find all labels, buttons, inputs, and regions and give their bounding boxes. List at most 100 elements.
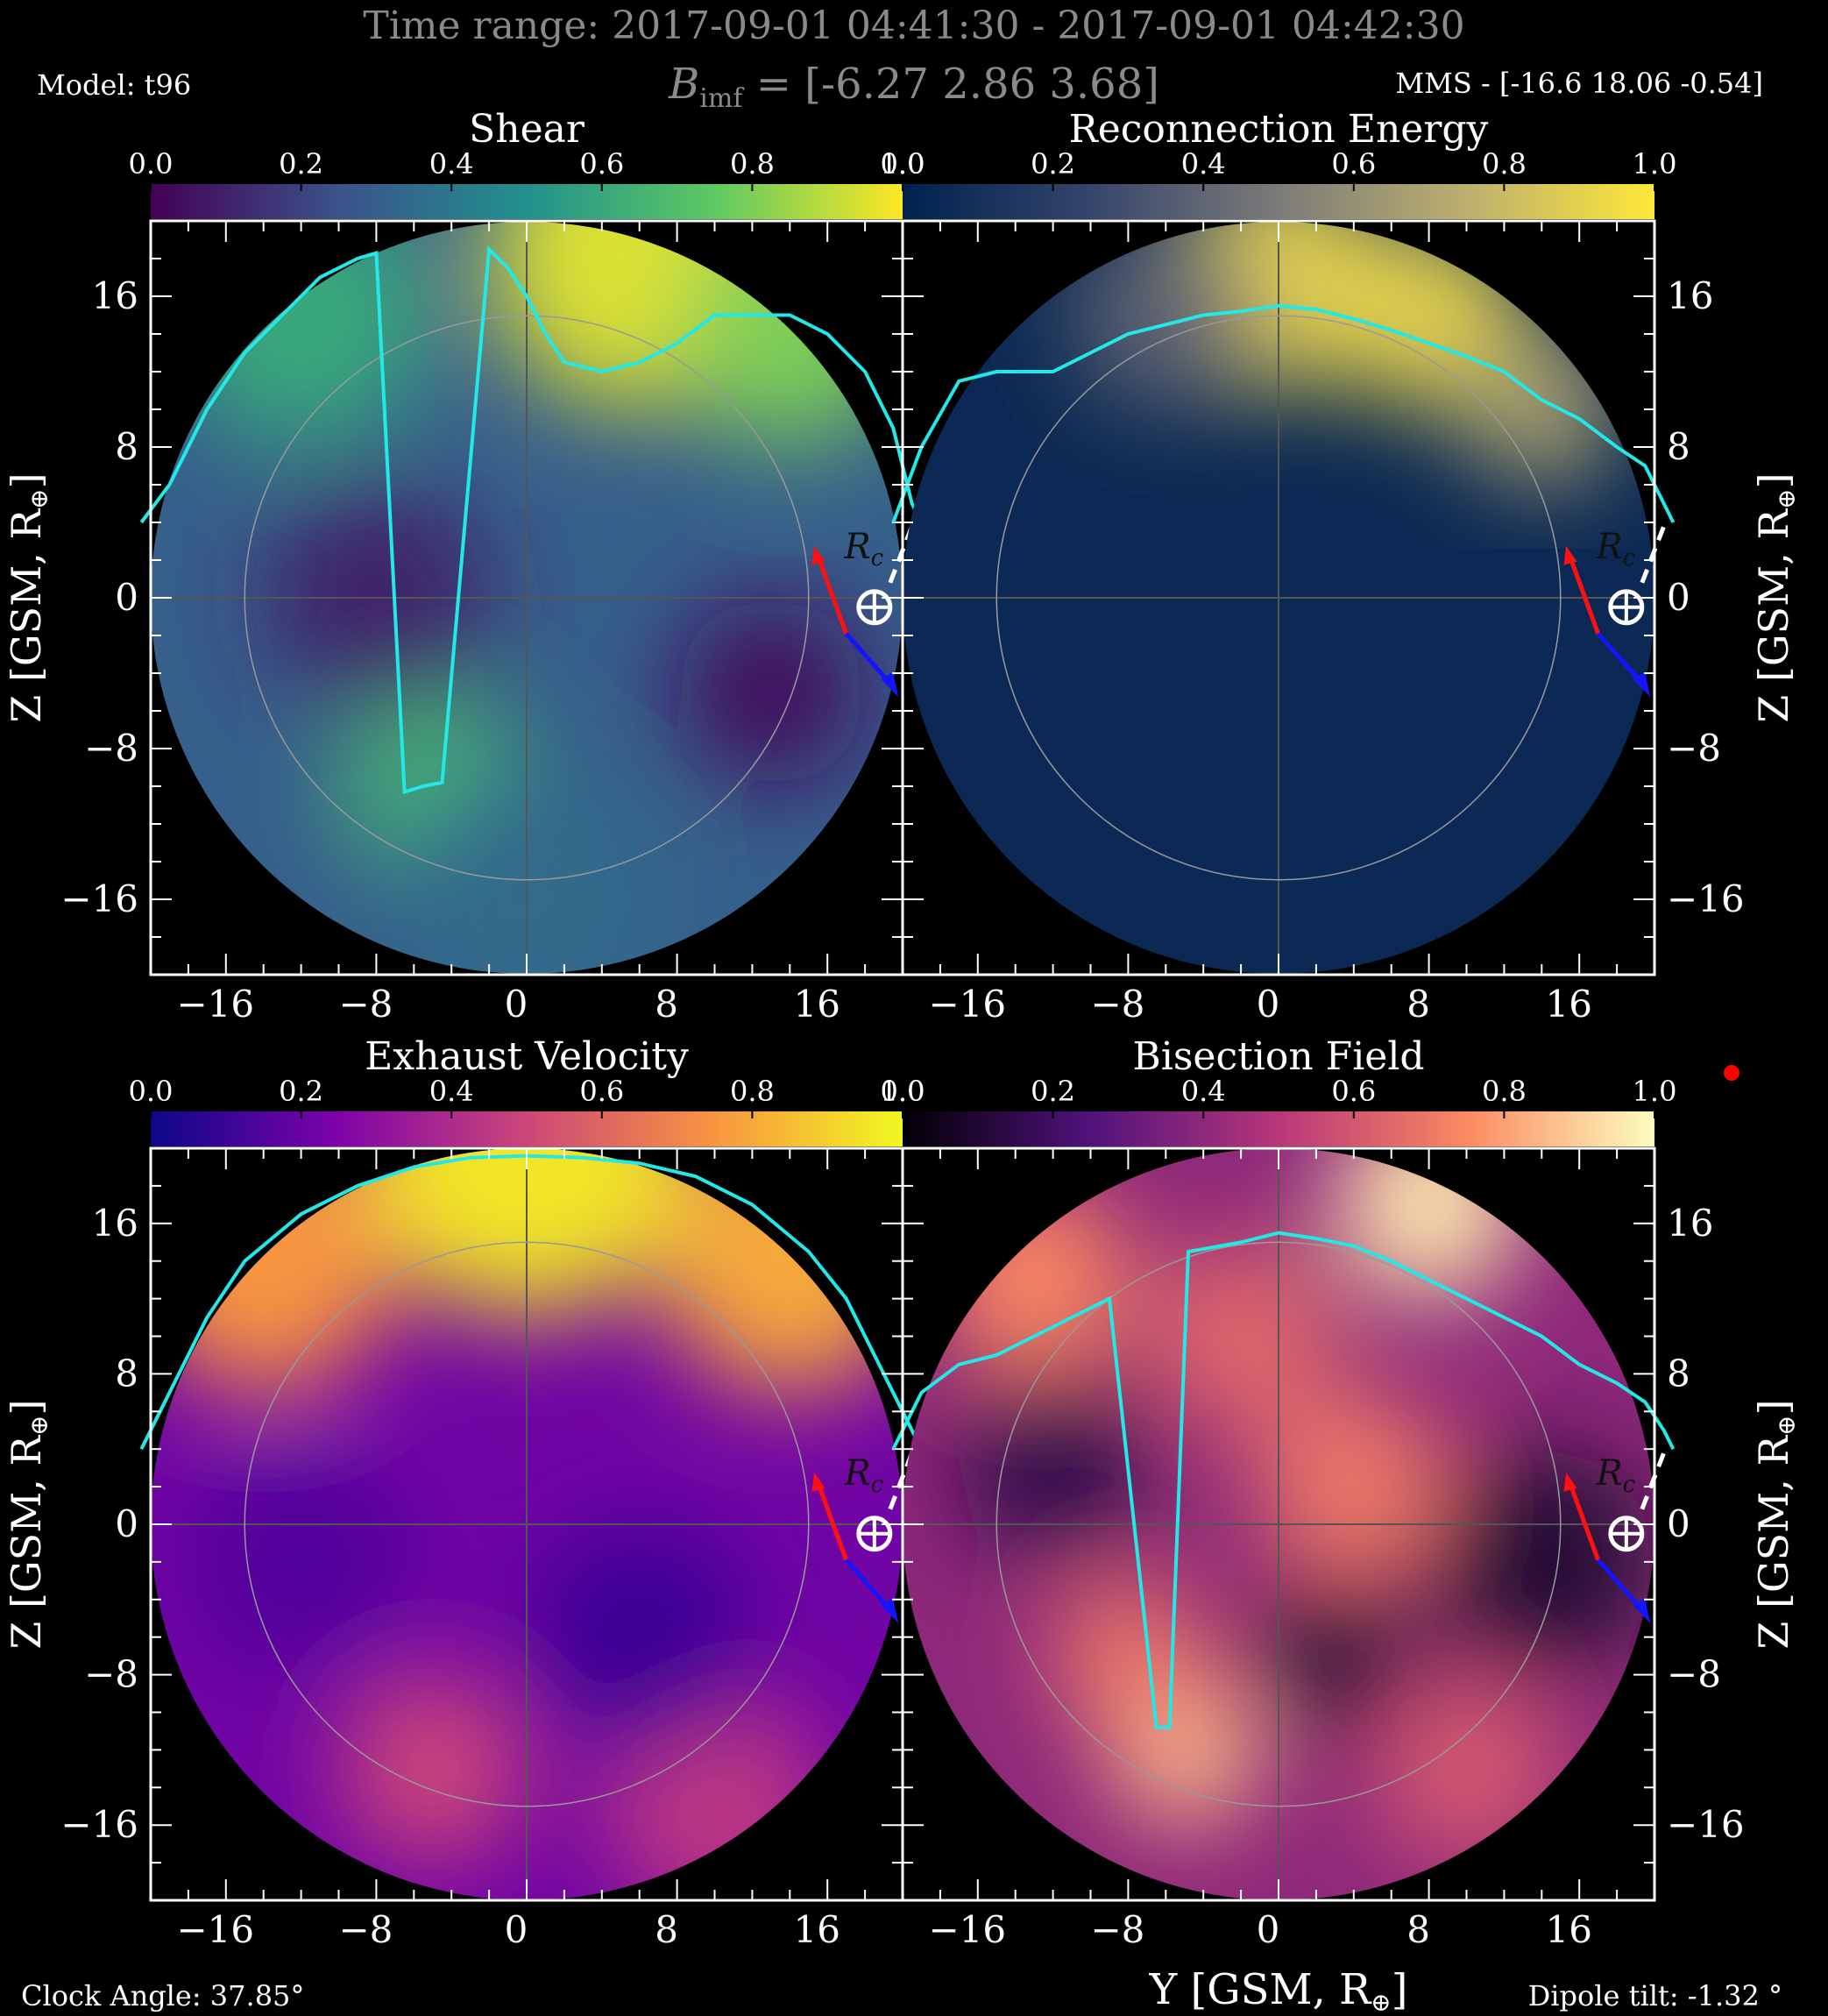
colorbar-tick-label: 0.6 (579, 1075, 624, 1108)
colorbar (151, 1111, 903, 1146)
y-tick-label: 8 (115, 425, 138, 468)
reconnection-line (139, 245, 924, 795)
heatmap-blob (338, 1674, 527, 1863)
colorbar-tick-label: 0.0 (881, 147, 925, 181)
x-tick-label: −16 (928, 1908, 1006, 1951)
heatmap-blob (1146, 1242, 1336, 1430)
red-arrowhead-icon (1563, 1472, 1577, 1492)
y-tick-label: 8 (115, 1352, 138, 1395)
y-axis-label: Z [GSM, R⊕] (3, 1399, 53, 1649)
y-tick-label: −8 (84, 727, 138, 770)
red-arrow (816, 1481, 848, 1561)
x-tick-label: −8 (1090, 983, 1144, 1026)
colorbar-tick-label: 0.8 (730, 147, 775, 181)
colorbar-tick-label: 0.8 (1482, 147, 1527, 181)
red-arrow (1568, 1481, 1600, 1561)
colorbar-tick-label: 1.0 (1633, 147, 1677, 181)
y-tick-label: −8 (1667, 727, 1721, 770)
blue-arrowhead-icon (880, 671, 899, 698)
panel-title: Reconnection Energy (1069, 107, 1489, 152)
red-arrowhead-icon (811, 545, 825, 565)
colorbar-tick-label: 1.0 (1633, 1075, 1677, 1108)
colorbar-tick-label: 0.6 (1331, 1075, 1376, 1108)
x-tick-label: −8 (338, 983, 393, 1026)
y-tick-label: −16 (1667, 877, 1745, 920)
colorbar-tick-label: 0.4 (1181, 1075, 1226, 1108)
reference-circle (244, 1241, 810, 1807)
red-arrowhead-icon (1563, 545, 1577, 565)
colorbar-tick-label: 0.4 (429, 147, 474, 181)
y-axis-label: Z [GSM, R⊕] (1750, 1399, 1801, 1649)
panel-title: Shear (469, 107, 585, 152)
y-tick-label: 0 (1667, 576, 1690, 619)
y-tick-label: 0 (115, 1502, 138, 1545)
colorbar-tick-label: 0.2 (279, 1075, 323, 1108)
rc-label: Rc (844, 1453, 884, 1498)
y-tick-label: 16 (1667, 1202, 1713, 1245)
blue-arrow (1596, 1558, 1643, 1611)
bimf-title: Bimf = [-6.27 2.86 3.68] (668, 60, 1159, 114)
colorbar-tick-label: 0.6 (1331, 147, 1376, 181)
blue-arrow (1596, 632, 1643, 685)
panel-1: Shear 0.0 0.2 0.4 0.6 0.8 1.0 Rc −16 −8 0 8 16 16 8 0 −8… (3, 107, 925, 1026)
y-tick-label: −8 (84, 1653, 138, 1696)
colorbar-tick-label: 0.8 (1482, 1075, 1527, 1108)
heatmap-blob (959, 1374, 1147, 1562)
panel-title: Bisection Field (1132, 1034, 1424, 1079)
panel-2: Reconnection Energy 0.0 0.2 0.4 0.6 0.8 1.0 Rc −… (881, 107, 1801, 1026)
rc-dashed-line (1640, 525, 1667, 584)
clock-angle-label: Clock Angle: 37.85° (21, 1979, 304, 2012)
dipole-tilt-label: Dipole tilt: -1.32 ° (1528, 1979, 1782, 2012)
colorbar (903, 184, 1654, 219)
colorbar-tick-label: 0.8 (730, 1075, 775, 1108)
y-tick-label: −8 (1667, 1653, 1721, 1696)
rc-label: Rc (1596, 527, 1636, 571)
reference-circle (995, 1241, 1562, 1807)
x-tick-label: 8 (1406, 983, 1430, 1026)
colorbar-tick-label: 0.6 (579, 147, 624, 181)
heatmap-blob (1052, 1580, 1204, 1731)
heatmap-blob (1259, 1580, 1411, 1731)
heatmap-blob (677, 222, 903, 447)
x-axis-label: Y [GSM, R⊕] (1149, 1965, 1408, 2016)
time-range-title: Time range: 2017-09-01 04:41:30 - 2017-0… (363, 4, 1464, 48)
y-tick-label: −16 (1667, 1803, 1745, 1846)
x-tick-label: 8 (655, 983, 678, 1026)
x-tick-label: 16 (793, 1908, 840, 1951)
heatmap-blob (1072, 222, 1260, 409)
status-dot (1724, 1065, 1739, 1081)
colorbar-tick-label: 0.0 (129, 147, 174, 181)
heatmap-blob (151, 1148, 395, 1393)
x-tick-label: 8 (1406, 1908, 1430, 1951)
y-tick-label: 16 (1667, 274, 1713, 317)
x-tick-label: −16 (928, 983, 1006, 1026)
colorbar-tick-label: 1.0 (881, 147, 925, 181)
blue-arrowhead-icon (880, 1598, 899, 1623)
x-tick-label: −8 (1090, 1908, 1144, 1951)
colorbar-tick-label: 0.2 (1031, 147, 1075, 181)
x-tick-label: 0 (1257, 1908, 1280, 1951)
panel-title: Exhaust Velocity (365, 1034, 689, 1079)
blue-arrow (844, 1558, 891, 1611)
x-tick-label: 16 (793, 983, 840, 1026)
colorbar-tick-label: 0.0 (129, 1075, 174, 1108)
reference-circle (244, 315, 810, 881)
heatmap-blob (527, 1524, 753, 1750)
reconnection-line (139, 1154, 924, 1451)
red-arrow (1568, 555, 1600, 635)
x-tick-label: 8 (655, 1908, 678, 1951)
heatmap-blob (188, 1449, 414, 1675)
heatmap-blob (939, 1185, 1129, 1374)
heatmap-blob (677, 598, 866, 786)
red-arrowhead-icon (811, 1472, 825, 1492)
x-tick-label: −8 (338, 1908, 393, 1951)
x-tick-label: 16 (1545, 1908, 1591, 1951)
mms-label: MMS - [-16.6 18.06 -0.54] (1395, 67, 1763, 100)
heatmap-blob (1372, 1674, 1561, 1863)
reconnection-line (891, 303, 1676, 523)
panel-3: Exhaust Velocity 0.0 0.2 0.4 0.6 0.8 1.0 Rc −16 −… (3, 1034, 925, 1951)
x-tick-label: −16 (176, 983, 254, 1026)
y-tick-label: 0 (115, 576, 138, 619)
x-tick-label: −16 (176, 1908, 254, 1951)
